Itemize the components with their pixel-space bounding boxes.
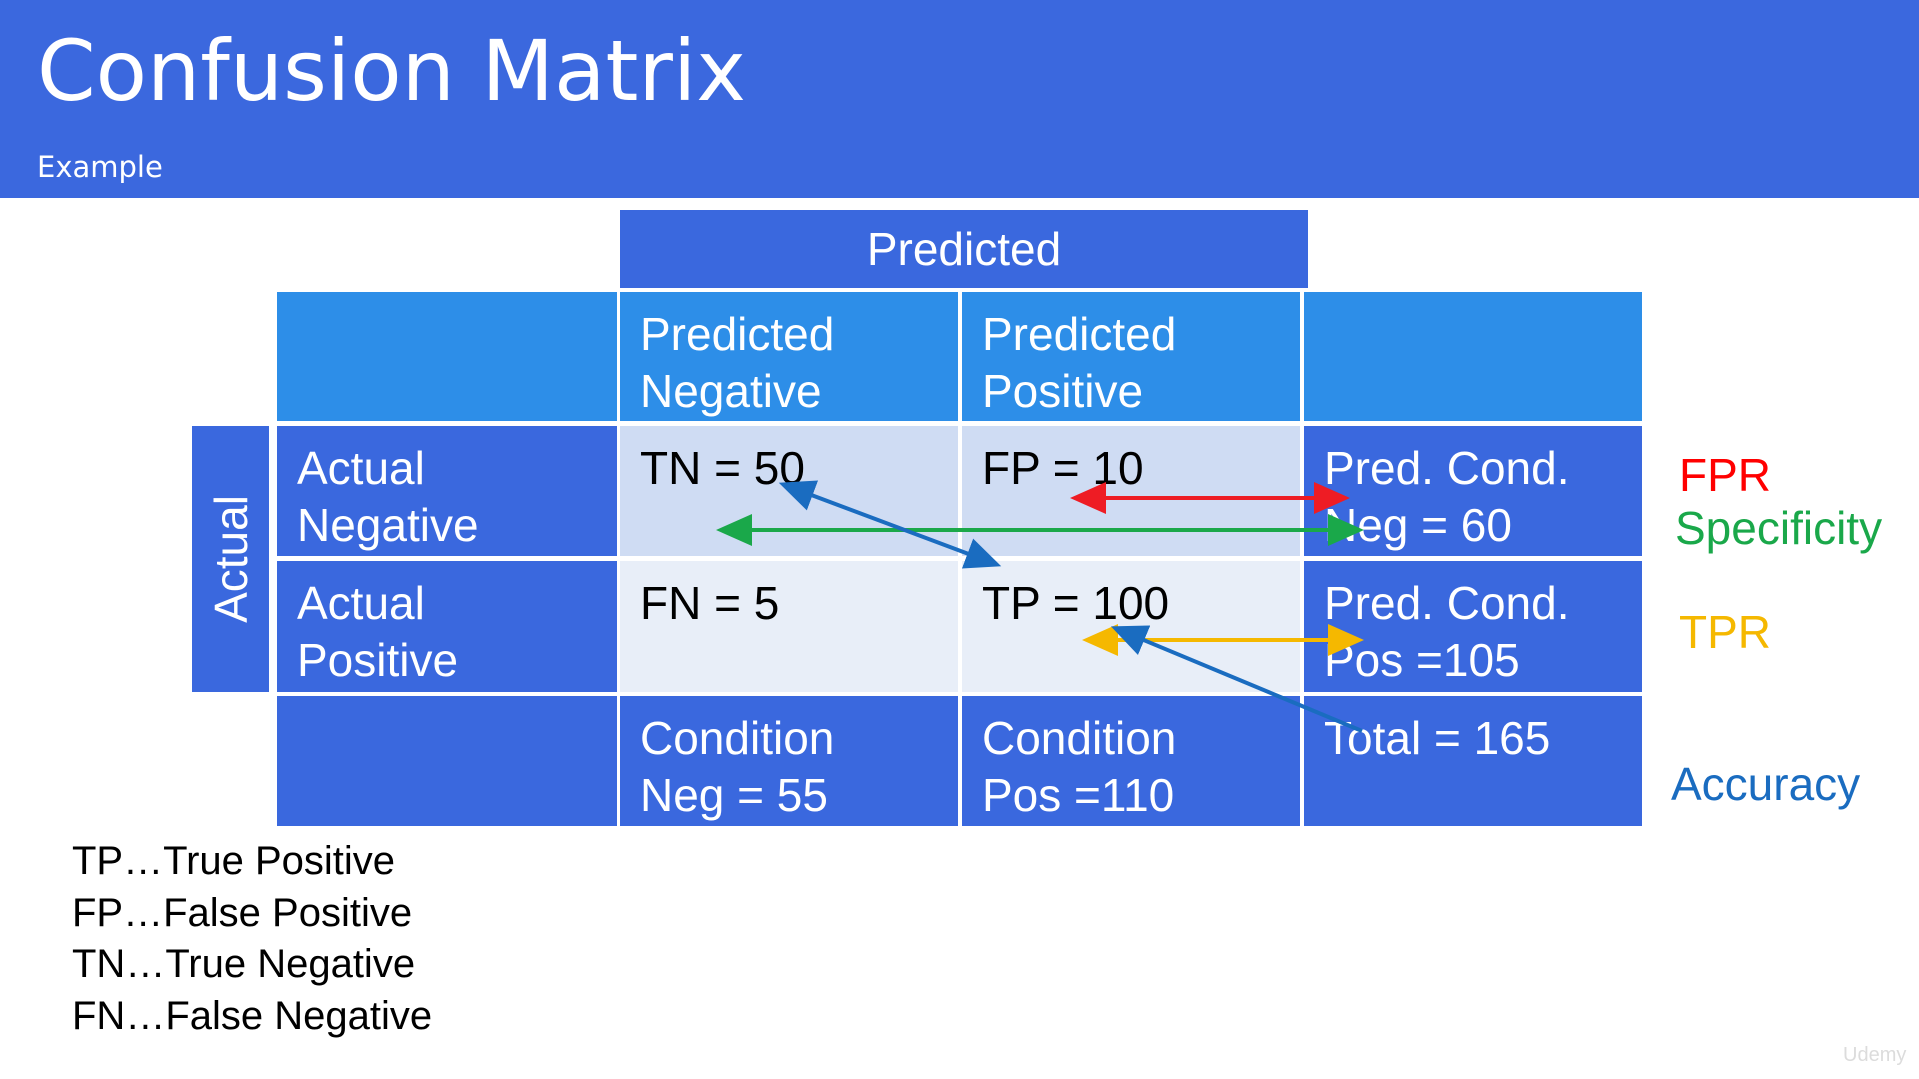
cell-false-positive: FP = 10: [962, 426, 1300, 556]
cell-pred-cond-neg: Pred. Cond. Neg = 60: [1304, 426, 1642, 556]
metric-specificity: Specificity: [1675, 502, 1883, 554]
abbreviation-legend: TP…True Positive FP…False Positive TN…Tr…: [72, 836, 432, 1042]
predicted-header: Predicted: [620, 210, 1308, 288]
cell-condition-neg: Condition Neg = 55: [620, 696, 958, 826]
cell-condition-pos: Condition Pos =110: [962, 696, 1300, 826]
slide-title: Confusion Matrix: [37, 22, 746, 120]
metric-tpr: TPR: [1679, 606, 1771, 658]
udemy-watermark: Udemy: [1843, 1044, 1907, 1066]
metric-accuracy: Accuracy: [1671, 758, 1861, 810]
legend-item-tp: TP…True Positive: [72, 839, 396, 883]
cell-true-positive: TP = 100: [962, 561, 1300, 692]
cell-total: Total = 165: [1304, 696, 1642, 826]
legend-item-tn: TN…True Negative: [72, 942, 416, 986]
actual-header: Actual: [192, 426, 269, 692]
col-header-total: [1304, 292, 1642, 421]
col-header-predicted-positive: Predicted Positive: [962, 292, 1300, 421]
col-header-predicted-negative: Predicted Negative: [620, 292, 958, 421]
legend-item-fn: FN…False Negative: [72, 993, 433, 1038]
slide-subtitle: Example: [37, 150, 163, 184]
row-header-actual-negative: Actual Negative: [277, 426, 617, 556]
cell-false-negative: FN = 5: [620, 561, 958, 692]
footer-corner-cell: [277, 696, 617, 826]
cell-pred-cond-pos: Pred. Cond. Pos =105: [1304, 561, 1642, 692]
actual-header-label: Actual: [204, 495, 257, 623]
corner-cell: [277, 292, 617, 421]
cell-true-negative: TN = 50: [620, 426, 958, 556]
legend-item-fp: FP…False Positive: [72, 890, 413, 935]
row-header-actual-positive: Actual Positive: [277, 561, 617, 692]
metric-fpr: FPR: [1679, 449, 1771, 501]
slide-header: Confusion Matrix Example: [0, 0, 1919, 198]
